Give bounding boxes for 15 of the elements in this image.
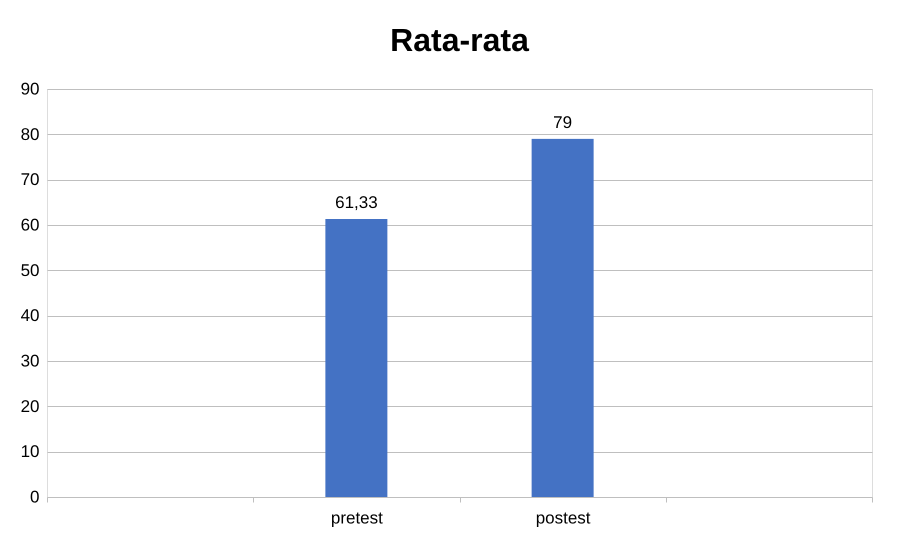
y-tick-label: 50 bbox=[20, 260, 40, 280]
y-tick-label: 10 bbox=[20, 442, 40, 462]
y-tick-label: 0 bbox=[30, 488, 40, 506]
x-tick-label: postest bbox=[536, 508, 591, 528]
y-tick-label: 40 bbox=[20, 306, 40, 326]
y-tick-label: 80 bbox=[20, 124, 40, 144]
data-label: 61,33 bbox=[335, 192, 378, 212]
y-tick-label: 30 bbox=[20, 352, 40, 370]
y-tick-label: 20 bbox=[20, 396, 40, 416]
data-label: 79 bbox=[553, 112, 572, 132]
y-tick-label: 90 bbox=[20, 80, 40, 98]
x-tick-label: pretest bbox=[330, 508, 384, 528]
chart-title: Rata-rata bbox=[390, 22, 530, 58]
y-tick-label: 60 bbox=[20, 216, 40, 234]
y-tick-label: 70 bbox=[20, 170, 40, 190]
